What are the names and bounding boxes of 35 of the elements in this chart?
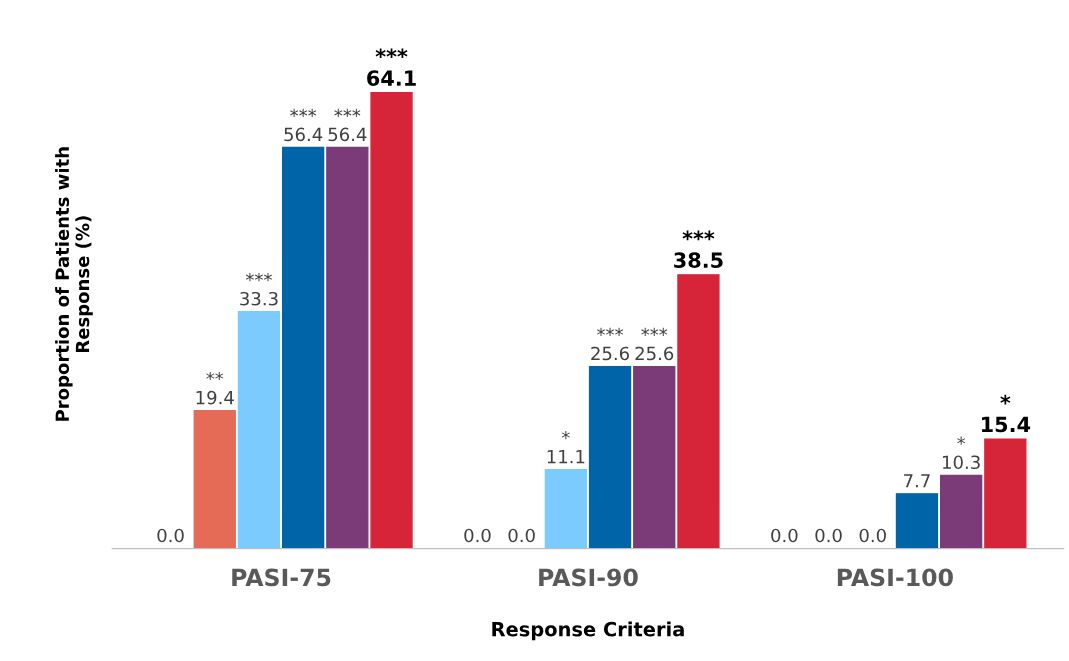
data-label: 0.0 <box>464 528 491 543</box>
data-label: ** 19.4 <box>196 371 234 405</box>
data-label: 0.0 <box>508 528 535 543</box>
x-axis-title: Response Criteria <box>492 621 684 641</box>
bar <box>544 468 588 549</box>
data-label: 0.0 <box>771 528 798 543</box>
data-label: 0.0 <box>815 528 842 543</box>
x-tick-label: PASI-100 <box>837 568 953 587</box>
data-label: *** 56.4 <box>328 108 367 142</box>
x-tick-label: PASI-75 <box>232 568 331 587</box>
bar <box>588 365 632 549</box>
x-tick-label: PASI-90 <box>539 568 638 587</box>
bar <box>326 146 369 549</box>
data-label: * 11.1 <box>547 430 585 464</box>
data-label: * 10.3 <box>943 436 980 470</box>
bar <box>633 365 676 549</box>
bar <box>984 438 1027 549</box>
data-label: *** 25.6 <box>591 327 630 361</box>
bar <box>237 311 281 549</box>
data-label: *** 33.3 <box>240 273 278 306</box>
bar <box>193 409 236 549</box>
data-label: *** 56.4 <box>284 108 323 142</box>
data-label: 7.7 <box>904 474 930 488</box>
data-label: *** 64.1 <box>367 48 416 86</box>
data-label: 0.0 <box>157 528 184 543</box>
bar <box>281 146 325 549</box>
bar <box>895 493 939 549</box>
bar <box>370 92 413 549</box>
bar <box>939 474 983 549</box>
data-label: * 15.4 <box>981 394 1031 433</box>
data-label: *** 38.5 <box>674 230 723 269</box>
y-axis-title: Proportion of Patients with Response (%) <box>55 147 93 421</box>
bar <box>677 274 720 549</box>
data-label: 0.0 <box>859 528 886 543</box>
data-label: *** 25.6 <box>635 327 674 361</box>
